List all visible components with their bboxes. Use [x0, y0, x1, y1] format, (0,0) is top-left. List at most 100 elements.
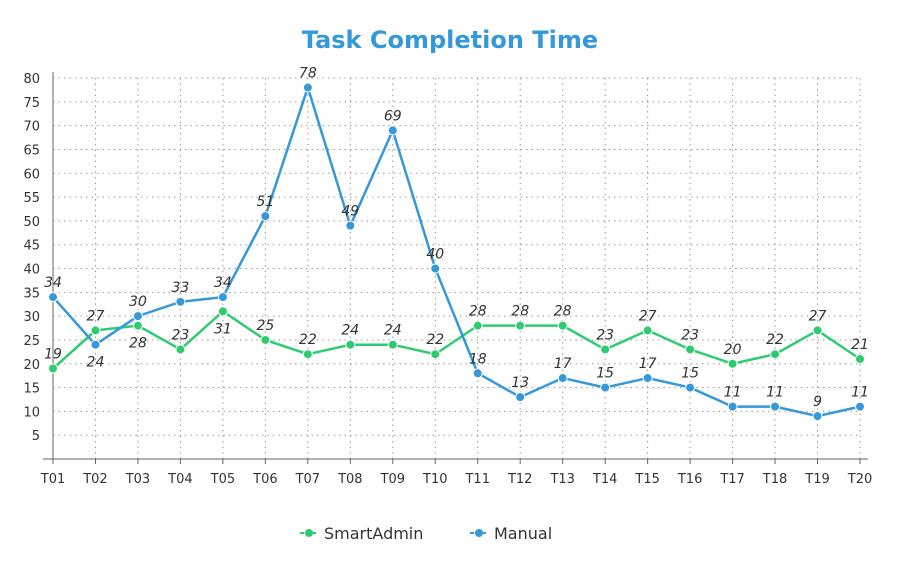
y-tick-label: 70 [23, 120, 40, 135]
data-point [812, 411, 823, 422]
data-point [387, 339, 398, 350]
data-point [472, 320, 483, 331]
legend-label: SmartAdmin [324, 524, 423, 543]
x-tick-label: T13 [549, 472, 574, 487]
data-point [515, 392, 526, 403]
x-tick-label: T01 [40, 472, 65, 487]
data-point [770, 401, 781, 412]
x-tick-label: T14 [592, 472, 617, 487]
data-point [387, 125, 398, 136]
x-tick-label: T17 [719, 472, 744, 487]
x-tick-label: T09 [380, 472, 405, 487]
data-point [812, 325, 823, 336]
data-point [600, 382, 611, 393]
x-tick-label: T10 [422, 472, 447, 487]
data-point [557, 320, 568, 331]
y-tick-label: 5 [32, 429, 40, 444]
y-tick-label: 45 [23, 239, 40, 254]
data-label: 11 [766, 385, 784, 401]
data-label: 23 [172, 327, 190, 343]
data-point [430, 263, 441, 274]
data-label: 17 [554, 356, 572, 372]
y-tick-label: 75 [23, 96, 40, 111]
x-tick-label: T06 [252, 472, 277, 487]
data-point [90, 339, 101, 350]
data-point [48, 363, 58, 374]
data-label: 28 [129, 336, 147, 352]
data-point [642, 325, 653, 336]
data-label: 15 [596, 366, 614, 382]
y-tick-label: 15 [23, 382, 40, 397]
x-tick-label: T07 [295, 472, 320, 487]
data-label: 28 [554, 304, 572, 320]
data-point [260, 211, 271, 222]
data-point [515, 320, 526, 331]
data-label: 33 [172, 280, 190, 296]
y-tick-label: 35 [23, 286, 40, 301]
data-point [132, 320, 143, 331]
y-tick-label: 80 [23, 72, 40, 87]
data-point [302, 349, 313, 360]
data-point [557, 373, 568, 384]
legend-marker [475, 529, 483, 537]
x-tick-label: T04 [167, 472, 192, 487]
data-point [727, 401, 738, 412]
data-label: 51 [256, 194, 274, 210]
data-point [175, 344, 186, 355]
data-point [685, 382, 696, 393]
data-label: 17 [639, 356, 657, 372]
y-tick-label: 50 [23, 215, 40, 230]
data-label: 15 [681, 366, 699, 382]
data-label: 28 [469, 304, 487, 320]
x-tick-label: T03 [125, 472, 150, 487]
data-point [90, 325, 101, 336]
x-tick-label: T15 [634, 472, 659, 487]
legend-marker [305, 529, 313, 537]
data-label: 23 [596, 327, 614, 343]
data-point [727, 358, 738, 369]
y-tick-label: 10 [23, 405, 40, 420]
data-label: 24 [87, 355, 105, 371]
data-label: 27 [639, 308, 657, 324]
data-label: 11 [724, 385, 742, 401]
x-tick-label: T08 [337, 472, 362, 487]
data-point [430, 349, 441, 360]
data-label: 24 [341, 323, 359, 339]
data-label: 78 [299, 66, 317, 82]
x-tick-label: T19 [804, 472, 829, 487]
data-label: 49 [341, 204, 359, 220]
data-point [217, 306, 228, 317]
series-line-manual [52, 83, 861, 418]
x-tick-label: T12 [507, 472, 532, 487]
x-tick-label: T18 [762, 472, 787, 487]
y-tick-label: 20 [23, 358, 40, 373]
y-tick-label: 60 [23, 167, 40, 182]
data-label: 22 [426, 332, 444, 348]
y-tick-label: 65 [23, 143, 40, 158]
data-label: 20 [724, 342, 742, 358]
data-label: 18 [469, 351, 487, 367]
data-point [132, 311, 143, 322]
data-label: 27 [87, 308, 105, 324]
data-label: 9 [813, 394, 822, 410]
data-point [345, 339, 356, 350]
data-label: 22 [299, 332, 317, 348]
data-point [48, 292, 58, 303]
x-tick-label: T05 [210, 472, 235, 487]
data-point [600, 344, 611, 355]
data-point [685, 344, 696, 355]
data-label: 34 [214, 275, 232, 291]
y-tick-label: 55 [23, 191, 40, 206]
data-label: 13 [511, 375, 529, 391]
data-point [175, 296, 186, 307]
data-point [345, 220, 356, 231]
x-tick-label: T16 [677, 472, 702, 487]
data-label: 22 [766, 332, 784, 348]
y-tick-label: 30 [23, 310, 40, 325]
data-label: 30 [129, 294, 147, 310]
data-label: 27 [809, 308, 827, 324]
x-tick-label: T11 [464, 472, 489, 487]
data-point [770, 349, 781, 360]
